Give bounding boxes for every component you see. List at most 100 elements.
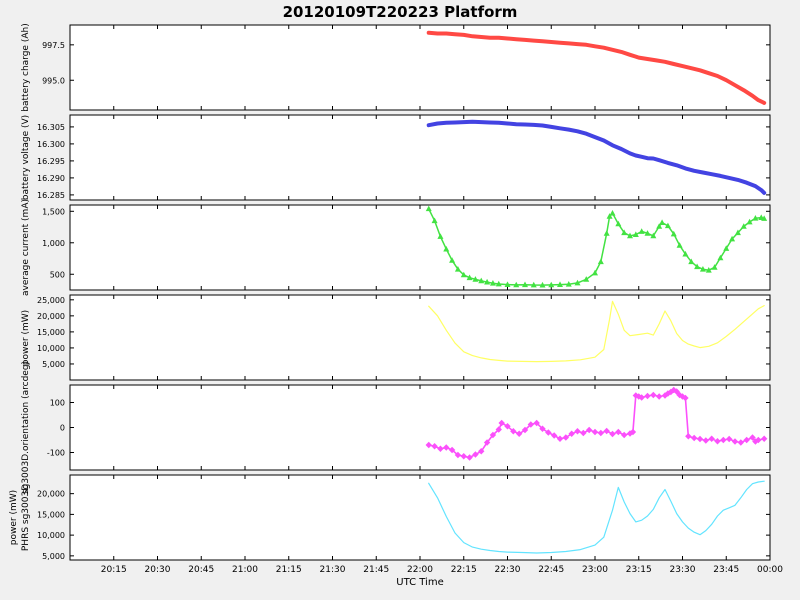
- orientation-marker: [609, 430, 616, 438]
- average-current-marker: [761, 215, 768, 221]
- average-current-marker: [676, 242, 683, 248]
- average-current-marker: [746, 218, 753, 225]
- phrs-power-series-line: [428, 480, 765, 554]
- average-current-marker: [597, 258, 604, 265]
- y-tick-label: -100: [47, 449, 65, 458]
- x-tick-label: 21:30: [320, 565, 346, 575]
- y-tick-label: 100: [50, 399, 65, 408]
- orientation-marker: [585, 426, 593, 434]
- average-current-marker: [688, 258, 695, 265]
- average-current-marker: [548, 281, 555, 288]
- orientation-marker: [650, 391, 657, 399]
- orientation-marker: [443, 444, 450, 451]
- figure-title: 20120109T220223 Platform: [282, 3, 518, 21]
- orientation-marker: [498, 419, 505, 427]
- x-tick-label: 00:00: [757, 565, 783, 575]
- average-current-marker: [583, 276, 590, 282]
- average-current-marker: [565, 281, 572, 287]
- y-tick-label: 997.5: [42, 41, 65, 50]
- y-tick-label: 5,000: [42, 552, 65, 561]
- average-current-marker: [530, 281, 537, 288]
- average-current-marker: [734, 229, 741, 236]
- x-tick-label: 21:15: [276, 565, 302, 575]
- average-current-marker: [699, 266, 706, 272]
- orientation-marker: [620, 431, 628, 439]
- orientation-marker: [685, 433, 692, 440]
- orientation-marker: [708, 435, 715, 442]
- average-current-marker: [443, 245, 450, 252]
- orientation-marker: [690, 434, 698, 442]
- orientation-marker: [632, 392, 640, 399]
- average-current-marker: [574, 279, 581, 286]
- orientation-marker: [755, 436, 762, 444]
- average-current-marker: [609, 209, 616, 216]
- average-current-marker: [705, 266, 712, 273]
- y-tick-label: 1,000: [42, 239, 65, 248]
- orientation-marker: [731, 438, 739, 445]
- orientation-marker: [489, 431, 497, 439]
- average-current-marker: [656, 223, 663, 229]
- orientation-marker: [725, 435, 733, 443]
- average-current-marker: [437, 233, 444, 239]
- y-tick-label: 20,000: [37, 490, 65, 499]
- orientation-marker: [454, 451, 462, 459]
- battery-charge-series-line: [426, 30, 767, 105]
- y-tick-label: 15,000: [37, 510, 65, 519]
- average-current-marker: [717, 254, 724, 261]
- y-tick-label: 16.290: [37, 174, 65, 183]
- battery-voltage-series-line: [426, 119, 767, 195]
- average-current-marker: [489, 280, 496, 286]
- average-current-marker: [478, 277, 485, 284]
- orientation-marker: [597, 429, 605, 437]
- average-current-marker: [522, 281, 528, 288]
- average-current-marker: [431, 217, 438, 224]
- average-current-marker: [638, 228, 645, 234]
- orientation-marker: [556, 435, 564, 442]
- subplot-battery-charge-axes: [69, 24, 771, 111]
- x-tick-label: 20:30: [145, 565, 171, 575]
- average-current-marker: [539, 281, 546, 288]
- orientation-marker: [510, 428, 517, 435]
- orientation-marker: [521, 426, 529, 434]
- average-current-marker: [460, 271, 467, 278]
- orientation-marker: [495, 426, 502, 433]
- orientation-marker: [437, 445, 444, 452]
- orientation-marker: [539, 425, 546, 432]
- x-tick-label: 23:45: [713, 565, 739, 575]
- subplot-battery-voltage-axes: [69, 114, 771, 201]
- average-current-marker: [472, 276, 479, 282]
- orientation-marker: [591, 428, 599, 436]
- orientation-marker: [673, 388, 680, 395]
- x-axis-label: UTC Time: [396, 577, 444, 588]
- orientation-marker: [682, 394, 689, 402]
- orientation-marker: [515, 430, 523, 437]
- y-tick-label: 15,000: [37, 328, 65, 337]
- y-tick-label: 1,500: [42, 207, 65, 216]
- average-current-marker: [723, 245, 730, 251]
- subplot-average-current-axes: [69, 204, 771, 291]
- average-current-marker: [711, 264, 718, 270]
- average-current-marker: [454, 266, 461, 272]
- y-tick-label: 10,000: [37, 344, 65, 353]
- y-axis-label: battery voltage (V): [21, 115, 31, 200]
- x-tick-label: 22:15: [451, 565, 477, 575]
- average-current-marker: [752, 215, 759, 221]
- orientation-marker: [702, 437, 710, 444]
- power-series-line: [428, 300, 765, 363]
- average-current-marker: [664, 222, 671, 229]
- orientation-marker: [667, 388, 675, 396]
- y-tick-label: 16.295: [37, 157, 65, 166]
- orientation-marker: [743, 436, 750, 444]
- average-current-marker: [632, 231, 639, 237]
- y-tick-label: 5,000: [42, 360, 65, 369]
- average-current-marker: [659, 219, 666, 226]
- average-current-marker: [484, 278, 491, 285]
- average-current-marker: [627, 232, 633, 239]
- orientation-marker: [550, 432, 558, 439]
- orientation-marker: [603, 427, 610, 435]
- average-current-marker: [644, 230, 651, 236]
- subplot-orientation-axes: [69, 384, 771, 471]
- average-current-marker: [425, 205, 432, 212]
- orientation-marker: [478, 448, 485, 455]
